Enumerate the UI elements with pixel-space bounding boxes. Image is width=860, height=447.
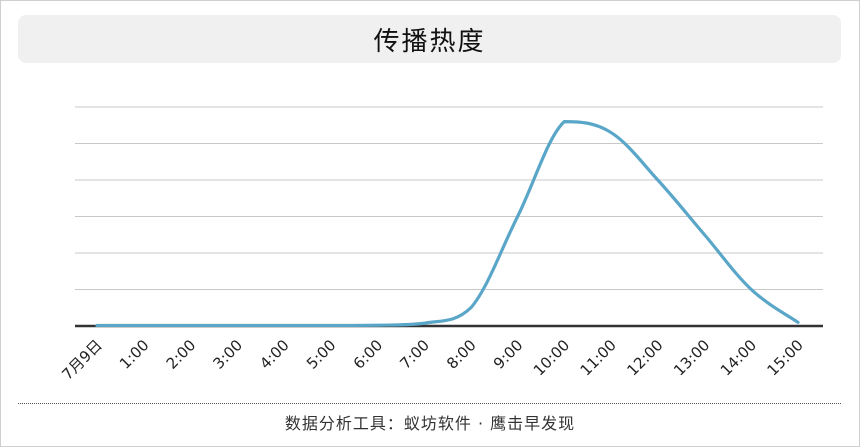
x-tick-label: 13:00	[670, 336, 713, 379]
x-tick-label: 6:00	[350, 336, 387, 373]
x-tick-label: 15:00	[764, 336, 807, 379]
x-tick-label: 9:00	[490, 336, 527, 373]
x-tick-label: 3:00	[209, 336, 246, 373]
x-tick-label: 12:00	[623, 336, 666, 379]
series-line	[95, 120, 800, 328]
x-tick-labels: 7月9日 1:00 2:00 3:00 4:00 5:00 6:00 7:00 8:00 9:00…	[58, 336, 806, 383]
x-tick-label: 1:00	[116, 336, 153, 373]
x-tick-label: 7月9日	[58, 336, 105, 383]
chart-series	[95, 120, 800, 328]
chart-gridlines	[75, 106, 823, 290]
x-tick-label: 4:00	[256, 336, 293, 373]
chart-title-bar: 传播热度	[18, 15, 841, 63]
footer-divider	[18, 403, 841, 404]
chart-title: 传播热度	[373, 26, 486, 57]
footer-credit: 数据分析工具：蚁坊软件 · 鹰击早发现	[284, 414, 576, 433]
x-tick-label: 10:00	[530, 336, 573, 379]
x-tick-label: 5:00	[303, 336, 340, 373]
x-tick-label: 14:00	[717, 336, 760, 379]
x-tick-label: 8:00	[443, 336, 480, 373]
x-tick-label: 2:00	[163, 336, 200, 373]
x-tick-label: 11:00	[577, 336, 620, 379]
x-tick-label: 7:00	[396, 336, 433, 373]
